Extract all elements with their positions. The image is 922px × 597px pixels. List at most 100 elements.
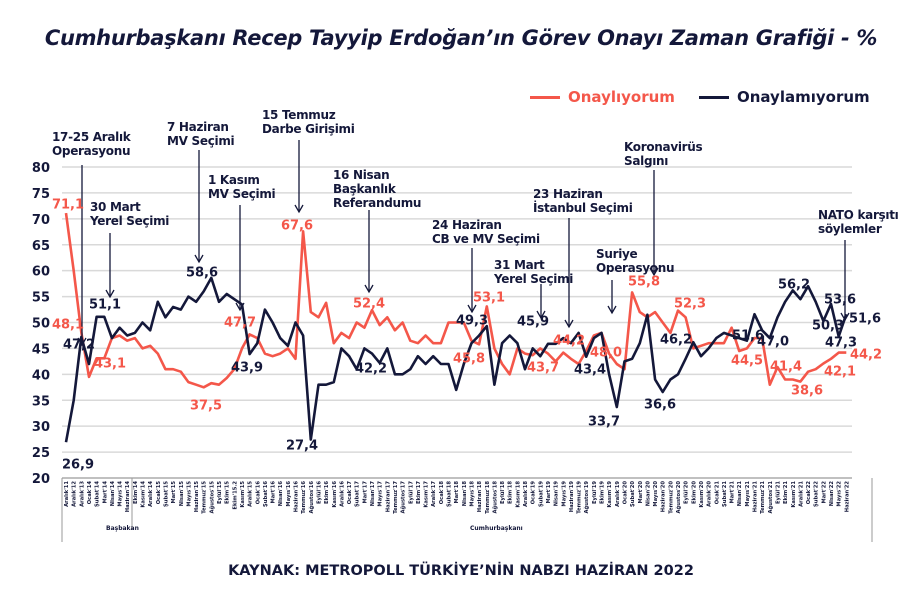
event-annotation-line: 30 Mart	[90, 200, 141, 214]
group-label-cumhurbaskani: Cumhurbaşkanı	[470, 525, 523, 532]
x-tick-label: Haziran'16	[294, 481, 300, 513]
x-tick-label: Ocak'17	[347, 481, 353, 505]
x-tick-label: Aralık'14	[148, 481, 154, 507]
data-label-disapprove: 33,7	[587, 414, 621, 430]
data-label-approve: 44,2	[552, 333, 586, 349]
data-label-approve: 53,1	[472, 290, 506, 306]
x-tick-label: Temmuz'17	[393, 481, 399, 514]
data-label-disapprove: 27,4	[285, 438, 319, 454]
x-tick-label: Temmuz'18	[485, 481, 491, 514]
arrow-head-icon	[536, 310, 546, 320]
data-label-approve: 48,0	[589, 345, 623, 361]
data-label-approve: 45,8	[452, 351, 486, 367]
chart-title: Cumhurbaşkanı Recep Tayyip Erdoğan’ın Gö…	[44, 26, 878, 50]
x-tick-label: Ağustos'17	[401, 481, 407, 514]
x-tick-label: Şubat'21	[722, 481, 728, 507]
arrow-head-icon	[467, 304, 477, 314]
x-tick-label: Mart'17	[362, 481, 368, 504]
event-annotation-line: CB ve MV Seçimi	[432, 232, 540, 246]
x-tick-label: Ekim'16	[324, 481, 330, 504]
event-annotation-line: Referandumu	[333, 196, 422, 210]
series-line-approve	[64, 212, 847, 389]
event-annotation-line: 17-25 Aralık	[52, 130, 131, 144]
legend-swatch-disapprove	[698, 95, 729, 99]
x-tick-label: Eylül'16	[316, 481, 322, 504]
x-tick-label: Haziran'20	[661, 481, 667, 513]
x-tick-label: Nisan'21	[737, 481, 743, 507]
event-annotation-line: 1 Kasım	[208, 173, 260, 187]
event-annotation: 1 Kasım MV Seçimi	[208, 173, 276, 201]
x-tick-label: Aralık'17	[431, 481, 437, 507]
x-tick-label: Ocak'19	[531, 481, 537, 505]
source-note: KAYNAK: METROPOLL TÜRKİYE’NİN NABZI HAZİ…	[228, 563, 694, 579]
arrow-head-icon	[840, 312, 850, 322]
x-tick-label: Ağustos'16	[309, 481, 315, 514]
x-tick-label: Aralık'21	[798, 481, 804, 507]
event-annotation-line: 31 Mart	[494, 258, 545, 272]
x-tick-label: Ağustos'15	[209, 481, 215, 514]
x-tick-label: Ekim'15	[225, 481, 231, 504]
x-tick-label: Eylül'18	[500, 481, 506, 504]
data-label-approve: 67,6	[280, 218, 314, 234]
x-tick-label: Aralık'15	[248, 481, 254, 507]
x-tick-label: Mart'18	[454, 481, 460, 504]
x-tick-label: Haziran'14	[125, 481, 131, 513]
x-tick-label: Kasım'14	[141, 481, 147, 508]
event-annotation-line: MV Seçimi	[208, 187, 276, 201]
data-label-disapprove: 58,6	[185, 265, 219, 281]
event-annotation-line: söylemler	[818, 222, 882, 236]
x-tick-label: Ekim'21	[783, 481, 789, 504]
data-label-approve: 52,3	[673, 296, 707, 312]
arrow-head-icon	[607, 305, 617, 315]
data-label-approve: 52,4	[352, 296, 386, 312]
data-label-disapprove: 51,1	[88, 297, 122, 313]
data-label-approve: 44,2	[849, 347, 883, 363]
x-tick-label: Mayıs'14	[118, 481, 124, 507]
x-tick-label: Ocak'22	[806, 481, 812, 505]
group-label-basbakan: Başbakan	[106, 525, 139, 532]
x-tick-label: Mayıs'21	[745, 481, 751, 507]
legend-label-approve: Onaylıyorum	[568, 88, 675, 106]
y-tick-label: 70	[32, 213, 50, 228]
x-tick-label: Kasım'19	[607, 481, 613, 508]
x-tick-label: Eylül'19	[592, 481, 598, 504]
x-tick-label: Ağustos'18	[492, 481, 498, 514]
data-label-approve: 38,6	[790, 383, 824, 399]
x-tick-label: Mart'20	[638, 481, 644, 504]
x-tick-label: Ekim'19	[600, 481, 606, 504]
event-annotation: 7 Haziran MV Seçimi	[167, 120, 235, 148]
x-tick-label: Nisan'17	[370, 481, 376, 507]
x-tick-label: Ağustos'19	[584, 481, 590, 514]
event-annotation-line: MV Seçimi	[167, 134, 235, 148]
event-annotation-line: Operasyonu	[596, 261, 675, 275]
legend-swatch-approve	[530, 95, 560, 99]
data-label-disapprove: 49,3	[455, 313, 489, 329]
x-tick-label: Nisan'19	[554, 481, 560, 507]
event-annotation: Koronavirüs Salgını	[624, 140, 703, 168]
x-tick-label: Mayıs'16	[286, 481, 292, 507]
x-tick-label: Mayıs'18	[469, 481, 475, 507]
y-tick-label: 60	[32, 265, 50, 280]
x-tick-label: Şubat'17	[355, 481, 361, 507]
x-tick-label: Nisan'15	[179, 481, 185, 507]
y-tick-label: 80	[32, 161, 50, 176]
x-tick-label: Şubat'15	[163, 481, 169, 507]
event-annotation-line: Darbe Girişimi	[262, 122, 355, 136]
x-tick-label: Mayıs'15	[186, 481, 192, 507]
data-label-disapprove: 51,6	[848, 311, 882, 327]
series-line-disapprove	[64, 276, 848, 443]
x-tick-label: Aralık'19	[615, 481, 621, 507]
x-tick-label: Nisan'14	[110, 481, 116, 507]
arrow-head-icon	[105, 289, 115, 299]
data-label-disapprove: 47,3	[824, 335, 858, 351]
data-label-approve: 37,5	[189, 398, 223, 414]
x-tick-label: Şubat'16	[263, 481, 269, 507]
x-tick-label: Mayıs'20	[653, 481, 659, 507]
arrow-head-icon	[364, 284, 374, 294]
data-label-approve: 43,1	[93, 356, 127, 372]
event-annotation: 16 Nisan Başkanlık Referandumu	[333, 168, 421, 210]
x-tick-label: Mart'14	[102, 481, 108, 504]
event-annotation-line: Yerel Seçimi	[90, 214, 170, 228]
event-annotation: 17-25 Aralık Operasyonu	[52, 130, 131, 158]
